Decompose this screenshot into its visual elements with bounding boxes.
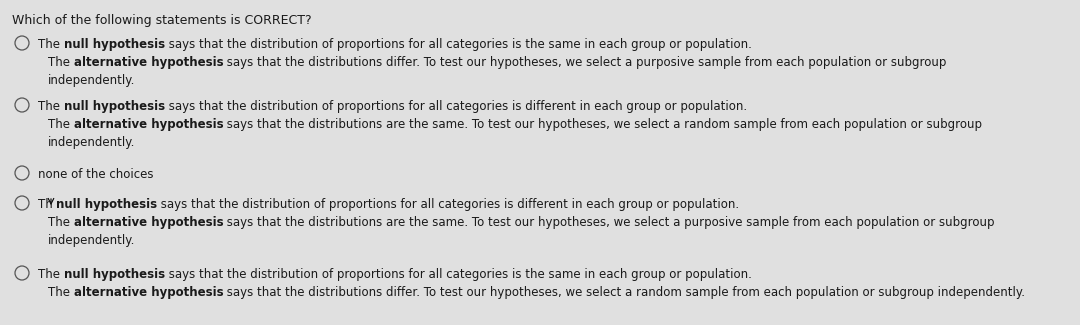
Text: The: The [38, 268, 64, 281]
Text: null hypothesis: null hypothesis [64, 100, 165, 113]
Text: The: The [38, 38, 64, 51]
Text: The: The [48, 56, 73, 69]
Text: says that the distribution of proportions for all categories is different in eac: says that the distribution of proportion… [157, 198, 739, 211]
Text: null hypothesis: null hypothesis [56, 198, 157, 211]
Text: The: The [48, 286, 73, 299]
Text: independently.: independently. [48, 234, 135, 247]
Text: says that the distribution of proportions for all categories is the same in each: says that the distribution of proportion… [165, 38, 752, 51]
Text: The: The [48, 216, 73, 229]
Text: says that the distribution of proportions for all categories is different in eac: says that the distribution of proportion… [165, 100, 747, 113]
Text: says that the distributions are the same. To test our hypotheses, we select a ra: says that the distributions are the same… [224, 118, 983, 131]
Text: says that the distributions differ. To test our hypotheses, we select a random s: says that the distributions differ. To t… [224, 286, 1025, 299]
Text: The: The [48, 118, 73, 131]
Text: says that the distributions differ. To test our hypotheses, we select a purposiv: says that the distributions differ. To t… [224, 56, 947, 69]
Text: independently.: independently. [48, 74, 135, 87]
Text: alternative hypothesis: alternative hypothesis [73, 286, 224, 299]
Text: none of the choices: none of the choices [38, 168, 153, 181]
Text: Which of the following statements is CORRECT?: Which of the following statements is COR… [12, 14, 312, 27]
Text: alternative hypothesis: alternative hypothesis [73, 216, 224, 229]
Text: Th: Th [38, 198, 53, 211]
Text: says that the distribution of proportions for all categories is the same in each: says that the distribution of proportion… [165, 268, 752, 281]
Text: null hypothesis: null hypothesis [64, 38, 165, 51]
Text: The: The [38, 100, 64, 113]
Text: null hypothesis: null hypothesis [64, 268, 165, 281]
Text: alternative hypothesis: alternative hypothesis [73, 56, 224, 69]
Text: independently.: independently. [48, 136, 135, 149]
Text: says that the distributions are the same. To test our hypotheses, we select a pu: says that the distributions are the same… [224, 216, 995, 229]
Text: alternative hypothesis: alternative hypothesis [73, 118, 224, 131]
